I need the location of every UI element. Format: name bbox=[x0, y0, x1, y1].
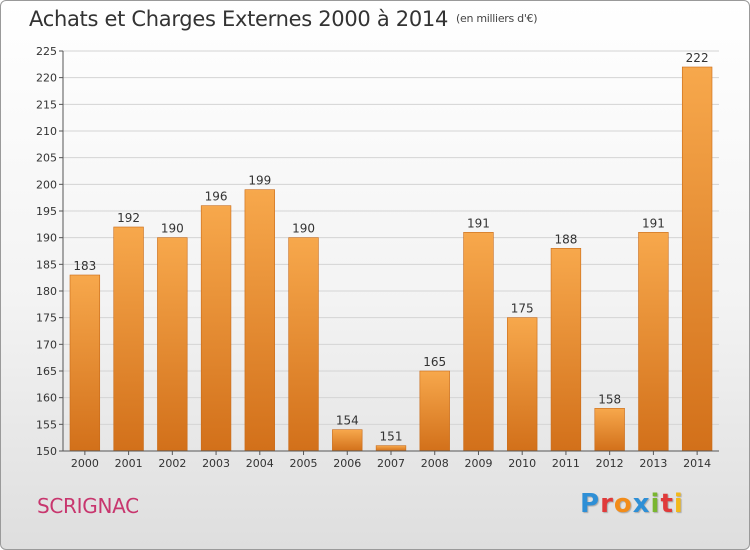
bars bbox=[69, 66, 713, 452]
data-label: 183 bbox=[73, 259, 96, 273]
x-tick-label: 2001 bbox=[115, 457, 143, 470]
data-label: 222 bbox=[686, 51, 709, 65]
data-label: 154 bbox=[336, 414, 359, 428]
x-tick-label: 2000 bbox=[71, 457, 99, 470]
axes bbox=[59, 50, 719, 455]
y-tick-label: 210 bbox=[36, 125, 57, 138]
x-tick-label: 2007 bbox=[377, 457, 405, 470]
labels: 150 155 160 165 170 175 180 185 190 195 200 205 210 2… bbox=[36, 45, 711, 470]
y-tick-label: 160 bbox=[36, 392, 57, 405]
data-label: 199 bbox=[248, 174, 271, 188]
x-tick-label: 2003 bbox=[202, 457, 230, 470]
x-tick-label: 2012 bbox=[596, 457, 624, 470]
bar bbox=[157, 237, 188, 452]
proxiti-logo-letter: P bbox=[580, 489, 601, 519]
bar bbox=[463, 232, 494, 452]
proxiti-logo-letter: i bbox=[673, 489, 684, 519]
y-tick-label: 155 bbox=[36, 418, 57, 431]
x-tick-label: 2004 bbox=[246, 457, 274, 470]
proxiti-logo-letter: r bbox=[600, 489, 614, 519]
x-tick-label: 2013 bbox=[639, 457, 667, 470]
bar bbox=[375, 445, 407, 452]
x-tick-label: 2006 bbox=[333, 457, 361, 470]
bar bbox=[419, 370, 450, 452]
bar bbox=[507, 317, 538, 452]
bar bbox=[594, 408, 625, 452]
y-tick-label: 200 bbox=[36, 178, 57, 191]
bar bbox=[113, 226, 144, 452]
y-tick-label: 190 bbox=[36, 232, 57, 245]
x-tick-label: 2010 bbox=[508, 457, 536, 470]
x-tick-label: 2011 bbox=[552, 457, 580, 470]
y-tick-label: 225 bbox=[36, 45, 57, 58]
x-tick-label: 2014 bbox=[683, 457, 711, 470]
y-tick-label: 180 bbox=[36, 285, 57, 298]
y-tick-label: 170 bbox=[36, 338, 57, 351]
y-tick-label: 215 bbox=[36, 98, 57, 111]
data-label: 191 bbox=[642, 216, 665, 230]
data-label: 196 bbox=[205, 190, 228, 204]
y-tick-label: 165 bbox=[36, 365, 57, 378]
bar bbox=[69, 274, 101, 452]
data-label: 165 bbox=[423, 355, 446, 369]
bar bbox=[244, 189, 275, 452]
data-label: 190 bbox=[161, 222, 184, 236]
x-tick-label: 2005 bbox=[290, 457, 318, 470]
bar bbox=[200, 205, 232, 452]
proxiti-logo-letter: i bbox=[650, 489, 661, 519]
proxiti-logo-letter: o bbox=[613, 489, 633, 519]
y-tick-label: 150 bbox=[36, 445, 57, 458]
data-label: 192 bbox=[117, 211, 140, 225]
data-label: 158 bbox=[598, 392, 621, 406]
y-tick-label: 220 bbox=[36, 72, 57, 85]
x-tick-label: 2009 bbox=[464, 457, 492, 470]
proxiti-logo-letter: x bbox=[632, 489, 651, 519]
commune-name: SCRIGNAC bbox=[37, 494, 139, 518]
chart-title: Achats et Charges Externes 2000 à 2014 (e… bbox=[29, 7, 538, 31]
y-tick-label: 205 bbox=[36, 152, 57, 165]
bar bbox=[638, 232, 669, 452]
data-label: 151 bbox=[380, 430, 403, 444]
proxiti-logo: Proxiti bbox=[580, 489, 684, 519]
data-label: 188 bbox=[554, 232, 577, 246]
y-tick-label: 175 bbox=[36, 312, 57, 325]
bar bbox=[332, 429, 363, 452]
y-tick-label: 195 bbox=[36, 205, 57, 218]
data-label: 190 bbox=[292, 222, 315, 236]
chart-title-text: Achats et Charges Externes 2000 à 2014 bbox=[29, 7, 449, 31]
bar bbox=[550, 248, 582, 452]
data-label: 191 bbox=[467, 216, 490, 230]
bar bbox=[681, 66, 713, 452]
x-tick-label: 2002 bbox=[158, 457, 186, 470]
bar bbox=[288, 237, 319, 452]
y-tick-label: 185 bbox=[36, 258, 57, 271]
x-tick-label: 2008 bbox=[421, 457, 449, 470]
proxiti-logo-letter: t bbox=[660, 489, 674, 519]
data-label: 175 bbox=[511, 302, 534, 316]
chart-unit-note: (en milliers d'€) bbox=[456, 12, 538, 25]
